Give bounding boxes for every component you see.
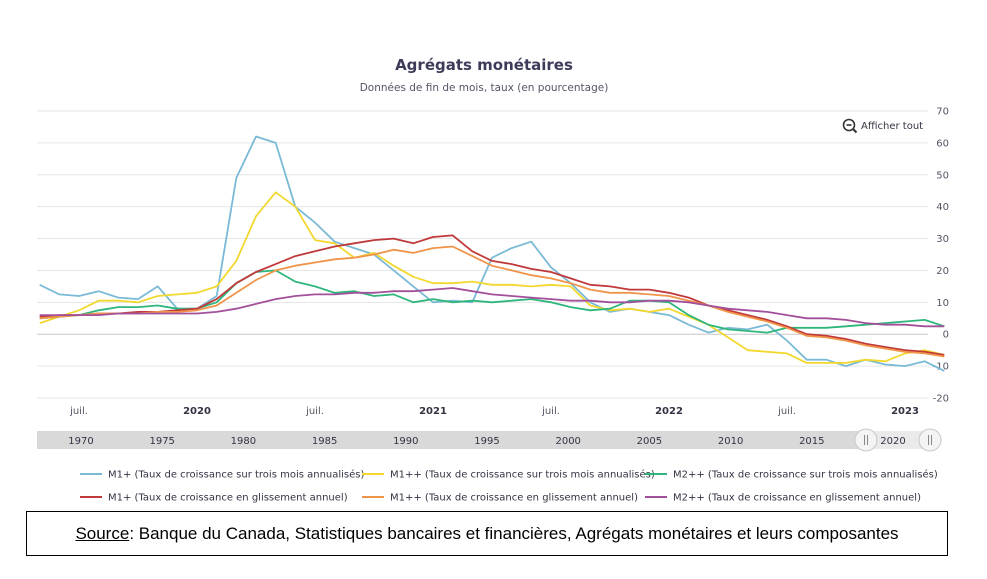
legend-item-label: M2++ (Taux de croissance sur trois mois … bbox=[673, 469, 938, 481]
navigator-year-label: 1980 bbox=[231, 436, 256, 447]
x-tick-label: juil. bbox=[69, 406, 88, 417]
legend-item-label: M1+ (Taux de croissance sur trois mois a… bbox=[108, 469, 365, 481]
legend-item-label: M1++ (Taux de croissance en glissement a… bbox=[390, 493, 638, 504]
x-tick-label: juil. bbox=[305, 406, 324, 417]
x-tick-label: 2020 bbox=[183, 406, 211, 417]
y-tick-label: 20 bbox=[936, 266, 949, 277]
navigator-handle-left[interactable] bbox=[854, 428, 878, 452]
y-tick-label: -20 bbox=[933, 394, 949, 405]
navigator-year-label: 2005 bbox=[637, 436, 662, 447]
legend-item-label: M2++ (Taux de croissance en glissement a… bbox=[673, 493, 921, 504]
y-tick-label: -10 bbox=[933, 362, 949, 373]
chart-subtitle: Données de fin de mois, taux (en pourcen… bbox=[360, 82, 609, 94]
navigator-year-label: 2010 bbox=[718, 436, 743, 447]
source-text: : Banque du Canada, Statistiques bancair… bbox=[129, 523, 899, 543]
x-axis: juil. 2020 juil. 2021 juil. 2022 juil. 2023 bbox=[69, 406, 919, 417]
navigator-year-label: 1995 bbox=[474, 436, 499, 447]
y-tick-label: 60 bbox=[936, 138, 949, 149]
navigator-year-label: 1975 bbox=[149, 436, 174, 447]
navigator-year-label: 2020 bbox=[880, 436, 905, 447]
y-tick-label: 50 bbox=[936, 170, 949, 181]
navigator-year-label: 2015 bbox=[799, 436, 824, 447]
navigator-year-label: 2000 bbox=[555, 436, 580, 447]
x-tick-label: 2023 bbox=[891, 406, 919, 417]
y-tick-label: 30 bbox=[936, 234, 949, 245]
navigator-track bbox=[37, 431, 930, 449]
navigator-year-label: 1970 bbox=[68, 436, 93, 447]
series-line-2 bbox=[39, 191, 945, 364]
source-label: Source bbox=[75, 523, 130, 543]
y-tick-label: 70 bbox=[936, 107, 949, 118]
grid bbox=[37, 110, 928, 399]
zoom-out-icon bbox=[842, 118, 858, 134]
series-line-3 bbox=[39, 269, 945, 334]
series-line-6 bbox=[39, 287, 945, 328]
legend-item-label: M1+ (Taux de croissance en glissement an… bbox=[108, 493, 348, 504]
source-note: Source : Banque du Canada, Statistiques … bbox=[26, 511, 948, 556]
y-tick-label: 10 bbox=[936, 298, 949, 309]
series-line-5 bbox=[39, 245, 945, 358]
reset-zoom-label: Afficher tout bbox=[861, 121, 923, 132]
navigator-year-label: 1985 bbox=[312, 436, 337, 447]
navigator-handle-right[interactable] bbox=[918, 428, 942, 452]
reset-zoom-button[interactable]: Afficher tout bbox=[842, 118, 924, 134]
plot-area bbox=[39, 135, 945, 372]
x-tick-label: 2021 bbox=[419, 406, 447, 417]
navigator-year-label: 1990 bbox=[393, 436, 418, 447]
navigator-labels: 1970 1975 1980 1985 1990 1995 2000 2005 2010 2015… bbox=[68, 436, 905, 447]
x-tick-label: juil. bbox=[541, 406, 560, 417]
range-navigator[interactable]: 1970 1975 1980 1985 1990 1995 2000 2005 2010 2015… bbox=[37, 428, 942, 452]
chart: Agrégats monétaires Données de fin de mo… bbox=[37, 56, 949, 504]
navigator-selection[interactable] bbox=[866, 431, 930, 449]
x-tick-label: juil. bbox=[777, 406, 796, 417]
series-line-4 bbox=[39, 234, 945, 356]
chart-title: Agrégats monétaires bbox=[395, 56, 573, 74]
y-axis: 70 60 50 40 30 20 10 0 -10 -20 bbox=[933, 107, 949, 405]
y-tick-label: 0 bbox=[943, 330, 949, 341]
x-tick-label: 2022 bbox=[655, 406, 683, 417]
legend-item-label: M1++ (Taux de croissance sur trois mois … bbox=[390, 469, 655, 481]
legend: M1+ (Taux de croissance sur trois mois a… bbox=[80, 469, 938, 504]
y-tick-label: 40 bbox=[936, 202, 949, 213]
